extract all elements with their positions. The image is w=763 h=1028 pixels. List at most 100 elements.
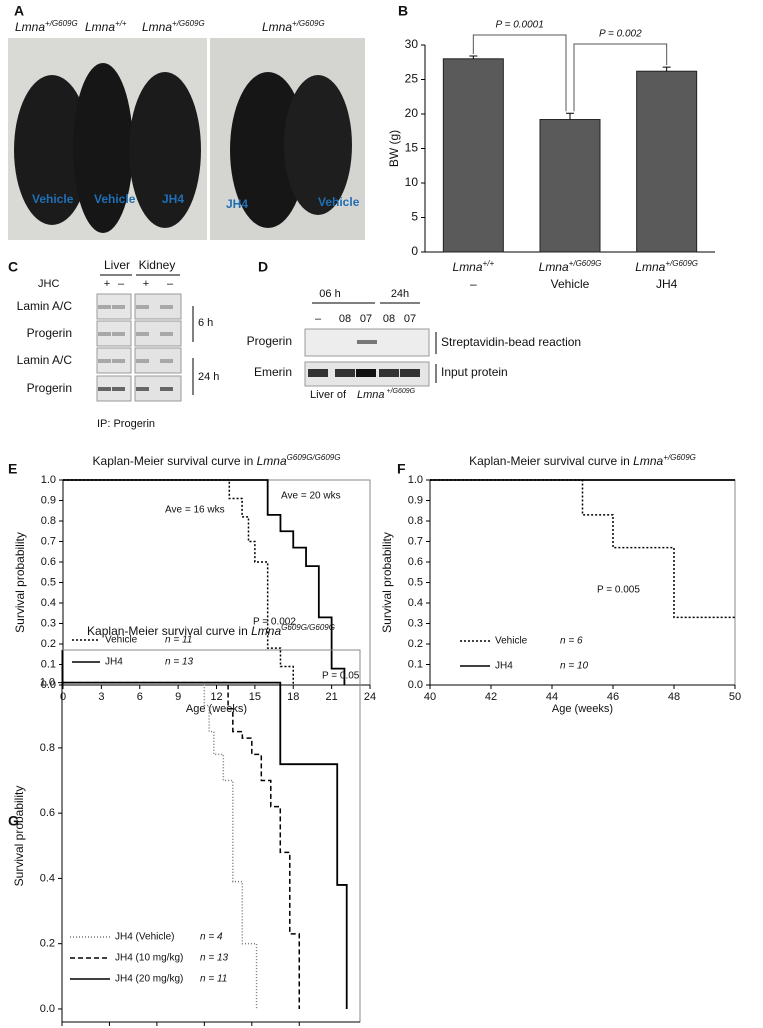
survival-curve [62, 681, 348, 1009]
annotation: Ave = 20 wks [281, 491, 341, 502]
legend-label: JH4 (10 mg/kg) [115, 953, 183, 964]
panel-label: G [8, 813, 19, 829]
band [112, 387, 125, 391]
lane-label: 07 [360, 313, 372, 325]
x-tick-label: 18 [287, 691, 299, 703]
row-label: Progerin [27, 381, 72, 395]
mouse [73, 63, 133, 233]
allele: +/G609G [292, 19, 325, 28]
x-tick-label: 42 [485, 691, 497, 703]
y-tick-label: 0.8 [408, 515, 423, 527]
band [160, 305, 173, 309]
note: Streptavidin-bead reaction [441, 335, 581, 349]
y-tick-label: 20 [405, 106, 419, 120]
band [136, 359, 149, 363]
caption-gene: Lmna +/G609G [357, 388, 416, 401]
mouse [14, 75, 90, 225]
allele: G609G/G609G [281, 623, 335, 632]
panel-label: E [8, 461, 17, 477]
group-label: Liver [104, 258, 130, 272]
gene-name: Lmna [85, 20, 115, 34]
mouse [230, 72, 306, 228]
allele: +/G609G [665, 259, 698, 268]
bar [442, 58, 504, 253]
treatment-label: Vehicle [32, 192, 74, 206]
treatment-label: JH4 [162, 192, 184, 206]
y-tick-label: 0.1 [408, 658, 423, 670]
panel-label: B [398, 3, 408, 19]
annotation: P = 0.0001 [496, 20, 544, 31]
y-tick-label: 0 [411, 244, 418, 258]
y-tick-label: 0.8 [40, 742, 55, 754]
bar [539, 119, 601, 253]
y-tick-label: 0.3 [408, 617, 423, 629]
survival-curve [430, 479, 735, 619]
x-tick-label: 12 [210, 691, 222, 703]
title: Kaplan-Meier survival curve in [469, 454, 633, 468]
treatment-label: Vehicle [318, 195, 360, 209]
legend-n: n = 13 [200, 953, 229, 964]
y-tick-label: 25 [405, 72, 419, 86]
caption: Liver of [310, 389, 347, 401]
legend-n: n = 11 [200, 974, 227, 985]
time-label: 24h [391, 288, 409, 300]
x-tick-label: Lmna+/G609G [539, 259, 602, 274]
mouse [284, 75, 352, 215]
band [308, 369, 328, 377]
panel-label: C [8, 259, 18, 275]
gene-name: Lmna [15, 20, 45, 34]
gene-name: Lmna [262, 20, 292, 34]
sign: – [118, 278, 125, 290]
x-axis-label: Age (weeks) [552, 703, 613, 715]
y-tick-label: 0.6 [40, 807, 55, 819]
y-axis-label: Survival probability [13, 532, 27, 633]
y-tick-label: 30 [405, 37, 419, 51]
group-label: Kidney [139, 258, 176, 272]
bar [636, 70, 698, 253]
legend-label: Vehicle [495, 636, 528, 647]
y-tick-label: 1.0 [41, 474, 56, 486]
y-axis-label: BW (g) [387, 130, 401, 167]
x-tick-label: 44 [546, 691, 558, 703]
y-tick-label: 0.4 [408, 597, 423, 609]
allele: +/+ [115, 19, 127, 28]
annotation: P = 0.002 [599, 29, 642, 40]
x-tick-label: 6 [137, 691, 143, 703]
allele: G609G/G609G [287, 453, 341, 462]
gene-name: Lmna [539, 260, 569, 274]
survival-curve [63, 479, 294, 685]
y-tick-label: 0.2 [408, 638, 423, 650]
y-tick-label: 10 [405, 175, 419, 189]
band [98, 359, 111, 363]
band [98, 332, 111, 336]
error-bar [566, 112, 574, 120]
note: Input protein [441, 365, 508, 379]
treatment-label: Vehicle [94, 192, 136, 206]
y-tick-label: 1.0 [40, 677, 55, 689]
genotype-label: Lmna+/G609G [15, 19, 78, 34]
x-tick-label: 21 [326, 691, 338, 703]
band [356, 369, 376, 377]
row-label: Progerin [27, 326, 72, 340]
allele: +/G609G [385, 388, 416, 395]
gene-name: Lmna [257, 454, 287, 468]
band [136, 387, 149, 391]
band [98, 387, 111, 391]
x-tick-label: 9 [175, 691, 181, 703]
plot-frame [429, 479, 736, 686]
gene-name: Lmna [357, 389, 385, 401]
y-tick-label: 0.6 [408, 556, 423, 568]
allele: +/G609G [569, 259, 602, 268]
time-label: 24 h [198, 371, 219, 383]
gene-name: Lmna [142, 20, 172, 34]
y-tick-label: 0.6 [41, 556, 56, 568]
chart-title: Kaplan-Meier survival curve in LmnaG609G… [87, 623, 335, 638]
y-tick-label: 0.9 [408, 494, 423, 506]
sign: + [143, 278, 149, 290]
gene-name: Lmna [251, 624, 281, 638]
x-tick-label: Vehicle [551, 277, 590, 291]
row-label: Lamin A/C [17, 353, 73, 367]
x-tick-label: – [470, 277, 477, 291]
y-tick-label: 0.5 [41, 576, 56, 588]
